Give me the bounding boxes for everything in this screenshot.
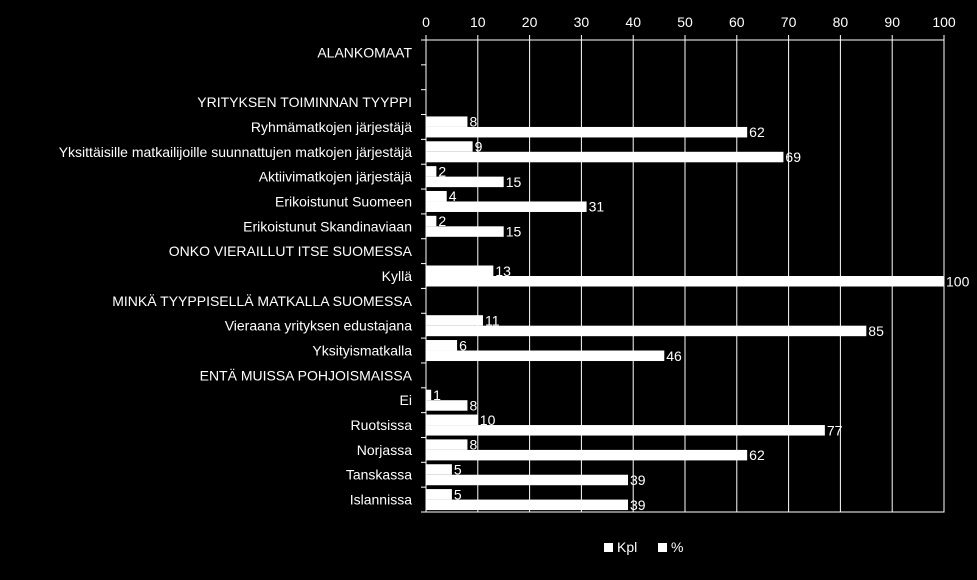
data-label: 5 (454, 461, 462, 477)
data-label: 85 (868, 323, 884, 339)
bar-percent (426, 425, 825, 436)
data-label: 77 (827, 422, 843, 438)
bar-kpl (426, 315, 483, 326)
category-label: ONKO VIERAILLUT ITSE SUOMESSA (169, 243, 413, 259)
category-label: Islannissa (350, 492, 412, 508)
bar-percent (426, 201, 587, 212)
data-label: 15 (506, 174, 522, 190)
data-label: 62 (749, 124, 765, 140)
bar-kpl (426, 141, 473, 152)
x-tick-label: 40 (625, 14, 641, 30)
category-label: ENTÄ MUISSA POHJOISMAISSA (200, 367, 413, 383)
bar-kpl (426, 340, 458, 351)
legend-swatch (658, 543, 667, 552)
bar-percent (426, 350, 665, 362)
bar-kpl (426, 215, 437, 227)
bar-percent (426, 499, 629, 511)
category-label: Ruotsissa (351, 417, 413, 433)
data-label: 2 (438, 213, 446, 229)
category-label: Erikoistunut Suomeen (275, 193, 412, 209)
data-label: 13 (495, 263, 511, 279)
data-label: 5 (454, 486, 462, 502)
bar-percent (426, 226, 504, 237)
bar-kpl (426, 389, 432, 401)
x-tick-label: 60 (729, 14, 745, 30)
bar-kpl (426, 265, 494, 276)
data-label: 6 (459, 337, 467, 353)
category-label: ALANKOMAAT (317, 44, 412, 60)
x-tick-label: 90 (884, 14, 900, 30)
category-label: YRITYKSEN TOIMINNAN TYYPPI (197, 94, 412, 110)
data-label: 4 (449, 188, 457, 204)
category-label: Tanskassa (346, 467, 412, 483)
category-label: Kyllä (382, 268, 413, 284)
x-tick-label: 100 (932, 14, 956, 30)
x-tick-label: 30 (574, 14, 590, 30)
bar-kpl (426, 116, 468, 127)
data-label: 62 (749, 447, 765, 463)
data-label: 9 (475, 139, 483, 155)
category-label: MINKÄ TYYPPISELLÄ MATKALLA SUOMESSA (112, 293, 412, 309)
data-label: 46 (666, 348, 682, 364)
bar-percent (426, 276, 944, 287)
x-tick-label: 10 (470, 14, 486, 30)
bar-percent (426, 325, 867, 337)
category-label: Vieraana yrityksen edustajana (225, 318, 413, 334)
bar-kpl (426, 190, 447, 202)
data-label: 31 (589, 199, 605, 215)
x-tick-label: 50 (677, 14, 693, 30)
category-label: Aktiivimatkojen järjestäjä (259, 169, 412, 185)
plot-area-border (425, 39, 945, 513)
data-label: 100 (946, 273, 970, 289)
x-tick-label: 80 (833, 14, 849, 30)
legend-label: % (671, 539, 683, 555)
data-label: 8 (469, 437, 477, 453)
bar-percent (426, 176, 504, 188)
bar-kpl (426, 489, 452, 500)
data-label: 1 (433, 387, 441, 403)
x-tick-label: 0 (422, 14, 430, 30)
bar-kpl (426, 439, 468, 450)
data-label: 11 (485, 312, 500, 328)
data-label: 39 (630, 472, 646, 488)
bar-percent (426, 126, 748, 138)
category-label: Yksittäisille matkailijoille suunnattuje… (59, 144, 412, 160)
data-label: 10 (480, 412, 496, 428)
category-label: Erikoistunut Skandinaviaan (243, 218, 412, 234)
bar-percent (426, 449, 748, 461)
category-label: Norjassa (357, 442, 412, 458)
bar-percent (426, 474, 629, 486)
bar-kpl (426, 166, 437, 177)
data-label: 15 (506, 224, 522, 240)
bar-kpl (426, 464, 452, 475)
data-label: 8 (469, 114, 477, 130)
legend-swatch (604, 543, 613, 552)
legend-label: Kpl (617, 539, 637, 555)
data-label: 39 (630, 497, 646, 513)
bar-percent (426, 151, 784, 163)
category-label: Ei (400, 392, 412, 408)
category-label: Yksityismatkalla (312, 343, 412, 359)
x-tick-label: 20 (522, 14, 538, 30)
legend: Kpl% (604, 539, 683, 555)
data-label: 2 (438, 163, 446, 179)
x-tick-label: 70 (781, 14, 797, 30)
bar-percent (426, 400, 468, 411)
data-label: 69 (785, 149, 801, 165)
category-label: Ryhmämatkojen järjestäjä (251, 119, 412, 135)
bar-kpl (426, 414, 478, 426)
data-label: 8 (469, 397, 477, 413)
